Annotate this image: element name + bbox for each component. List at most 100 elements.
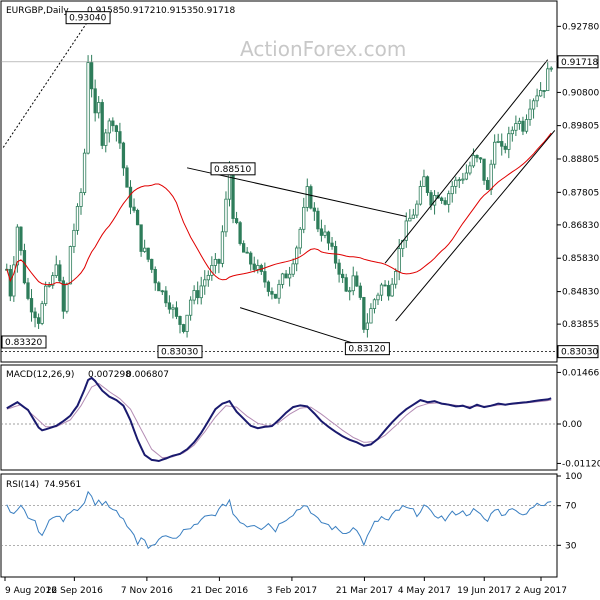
candle-body	[132, 206, 136, 211]
candle-body	[111, 120, 115, 127]
candle-body	[139, 224, 143, 252]
candle-body	[171, 307, 175, 310]
candle-body	[79, 192, 83, 207]
candle-body	[489, 163, 493, 190]
candle-body	[461, 178, 465, 181]
candle-body	[468, 165, 472, 174]
candle-body	[242, 243, 246, 253]
candle-body	[61, 280, 65, 312]
candle-body	[507, 133, 511, 150]
support-box	[557, 345, 599, 359]
candle-body	[524, 119, 529, 132]
candle-body	[344, 277, 348, 292]
moving-average-line	[6, 132, 552, 286]
candle-body	[394, 271, 398, 285]
candle-body	[503, 145, 507, 150]
candle-body	[298, 228, 302, 249]
price-tick-label: 0.83855	[562, 320, 599, 330]
candle-body	[422, 176, 426, 187]
price-pane: ActionForex.com EURGBP,Daily 0.91585 0.9…	[0, 0, 599, 363]
rsi-tick-label: 100	[565, 472, 582, 482]
candle-body	[379, 284, 384, 296]
candle-body	[256, 265, 260, 270]
candle-body	[135, 209, 140, 226]
price-title: EURGBP,Daily	[6, 6, 69, 16]
candle-body	[224, 198, 228, 233]
candle-body	[150, 258, 154, 270]
macd-axis: 0.014661 0.00 -0.011202	[557, 368, 600, 469]
macd-signal-value: 0.006807	[126, 370, 169, 380]
candle-body	[263, 271, 267, 283]
candle-body	[238, 222, 242, 244]
current-price-label: 0.91718	[561, 58, 598, 68]
candle-body	[58, 264, 62, 282]
candle-body	[450, 185, 454, 195]
candle-body	[411, 214, 415, 219]
candle-body	[464, 172, 469, 180]
candle-body	[510, 129, 514, 135]
candle-body	[514, 123, 518, 131]
candle-body	[482, 158, 486, 181]
candle-body	[249, 252, 253, 265]
rsi-pane: RSI(14) 74.9561 100 70 30	[0, 472, 582, 578]
candle-body	[8, 268, 12, 297]
price-tick-label: 0.86830	[562, 221, 599, 231]
candle-body	[337, 262, 341, 275]
candle-body	[100, 102, 104, 146]
macd-tick-label: 0.014661	[562, 368, 600, 378]
candle-body	[231, 169, 235, 219]
candle-body	[305, 186, 309, 208]
candle-body	[206, 274, 210, 281]
candle-body	[376, 294, 380, 301]
candle-body	[443, 200, 447, 205]
candle-body	[181, 324, 186, 332]
candle-body	[97, 102, 101, 114]
price-axis: 0.92780 0.90800 0.89805 0.88805 0.87805 0.868…	[557, 22, 599, 330]
candle-body	[471, 155, 476, 167]
candle-body	[457, 179, 461, 182]
candle-body	[178, 315, 182, 325]
macd-tick-label: 0.00	[562, 420, 582, 430]
macd-line	[6, 376, 552, 463]
candle-body	[54, 264, 58, 277]
current-price-box	[557, 55, 599, 69]
candle-body	[68, 246, 73, 285]
candle-body	[118, 131, 122, 144]
time-tick-label: 2 Aug 2017	[515, 586, 567, 596]
candle-body	[104, 132, 108, 146]
annotation-label: 0.83120	[348, 345, 385, 355]
time-tick-label: 9 Aug 2016	[5, 586, 57, 596]
candle-body	[365, 322, 370, 330]
candle-body	[153, 269, 157, 284]
price-candles	[5, 54, 553, 338]
candle-body	[408, 217, 412, 222]
candle-body	[372, 299, 377, 309]
trendline	[2, 15, 93, 148]
annotation-box	[157, 345, 203, 359]
candle-body	[531, 100, 536, 110]
price-pane-frame	[0, 0, 558, 363]
trendline	[186, 167, 407, 218]
time-tick-label: 19 Jun 2017	[457, 586, 511, 596]
ohlc-close: 0.91718	[198, 6, 235, 16]
candle-body	[75, 206, 80, 231]
candle-body	[404, 220, 408, 241]
candle-body	[72, 229, 76, 247]
rsi-pane-frame	[0, 473, 558, 578]
candle-body	[542, 90, 546, 92]
candle-body	[192, 290, 196, 301]
candle-body	[125, 167, 129, 188]
candle-body	[538, 90, 543, 97]
rsi-value: 74.9561	[44, 480, 81, 490]
candle-body	[447, 193, 451, 205]
candle-body	[143, 247, 147, 252]
candle-body	[245, 251, 249, 254]
candle-body	[362, 297, 366, 330]
candle-body	[500, 141, 504, 147]
time-tick-label: 4 May 2017	[398, 586, 451, 596]
candle-body	[493, 141, 497, 165]
annotation-box	[65, 11, 111, 25]
candle-body	[65, 283, 69, 312]
candle-body	[358, 285, 362, 298]
